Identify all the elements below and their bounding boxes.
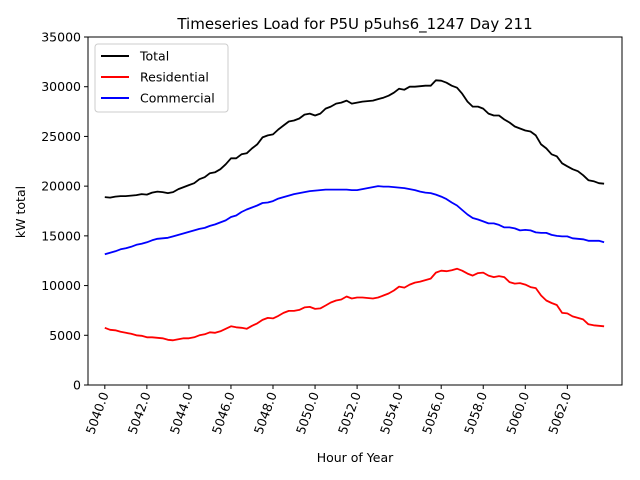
legend-label-commercial: Commercial: [140, 91, 215, 106]
y-tick-label: 5000: [49, 328, 81, 343]
legend-box: [94, 43, 229, 113]
y-axis-title: kW total: [13, 186, 28, 238]
y-tick-label: 15000: [41, 228, 81, 243]
x-axis-title: Hour of Year: [317, 450, 394, 465]
legend: Total Residential Commercial: [94, 43, 229, 113]
y-tick-label: 0: [73, 378, 81, 393]
plot-lines: [104, 79, 605, 342]
series-line-residential: [104, 267, 605, 342]
series-line-commercial: [104, 185, 605, 256]
y-tick-label: 10000: [41, 278, 81, 293]
legend-label-residential: Residential: [140, 70, 209, 85]
y-tick-label: 30000: [41, 79, 81, 94]
y-tick-label: 25000: [41, 129, 81, 144]
y-axis: 0 5000 10000 15000 20000 25000 30000 35000: [41, 30, 88, 393]
y-tick-label: 35000: [41, 30, 81, 45]
y-tick-label: 20000: [41, 179, 81, 194]
series-line-total: [104, 79, 605, 199]
plot-frame: [87, 36, 623, 386]
legend-label-total: Total: [139, 49, 169, 64]
chart-title: Timeseries Load for P5U p5uhs6_1247 Day …: [176, 15, 532, 34]
